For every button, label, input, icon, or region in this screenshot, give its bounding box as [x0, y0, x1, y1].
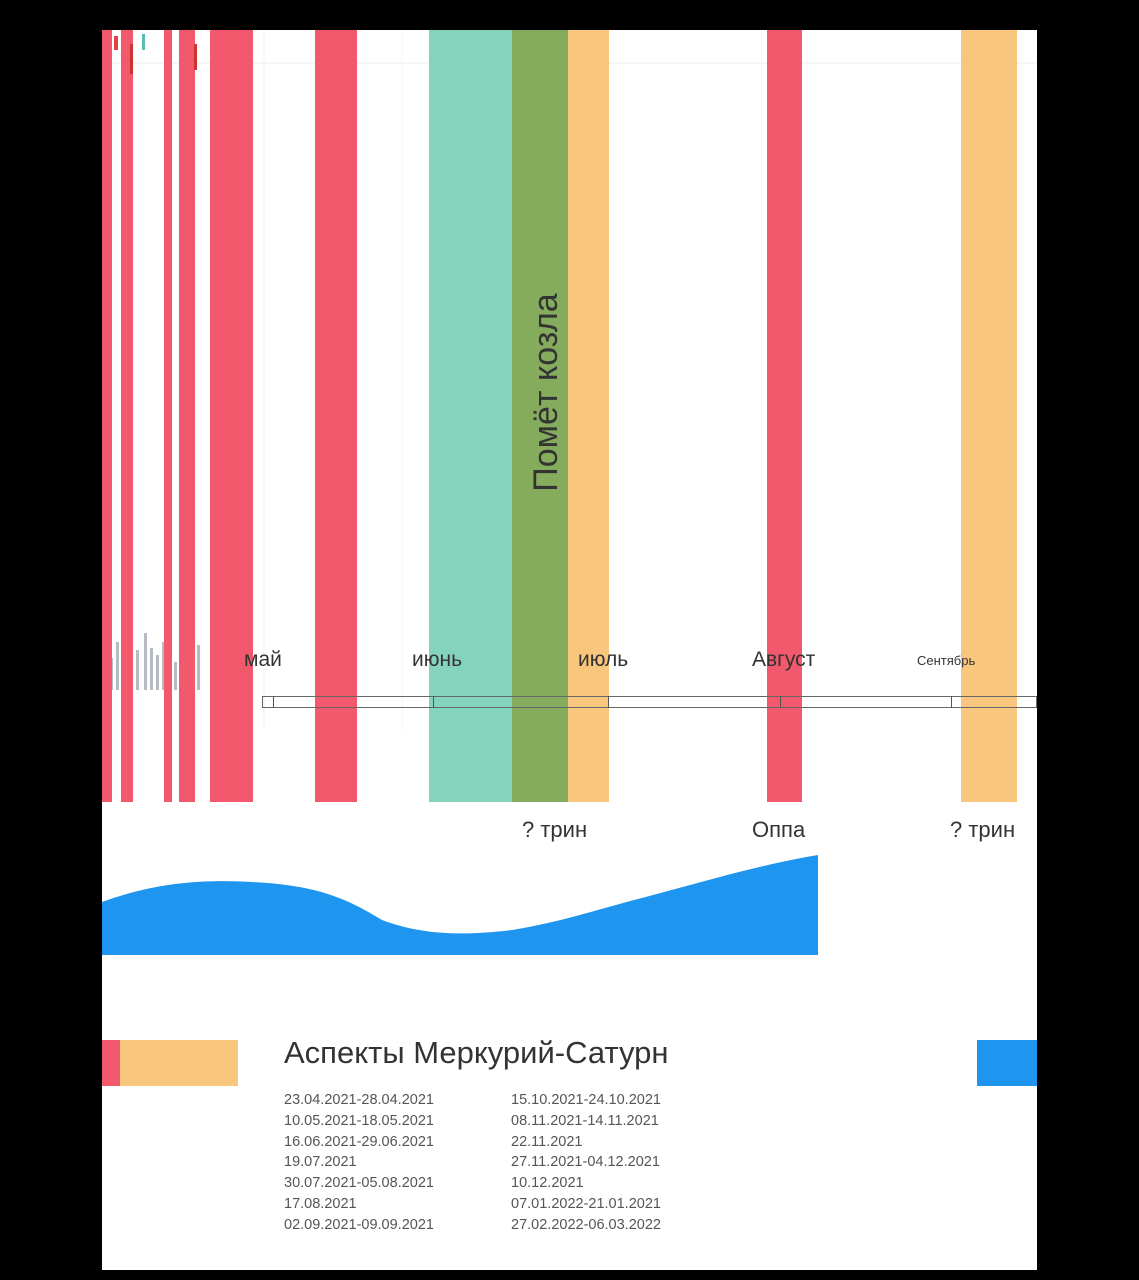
- annotation-trine-2: ? трин: [950, 817, 1016, 842]
- date-range: 22.11.2021: [511, 1133, 583, 1150]
- date-range: 27.11.2021-04.12.2021: [511, 1154, 660, 1171]
- date-range: 02.09.2021-09.09.2021: [284, 1216, 434, 1233]
- date-range: 17.08.2021: [284, 1195, 357, 1212]
- month-label-june: июнь: [412, 648, 463, 671]
- band-red-2: [121, 30, 133, 802]
- month-label-may: май: [244, 648, 282, 671]
- date-range: 23.04.2021-28.04.2021: [284, 1092, 434, 1108]
- legend-swatch-red: [102, 1040, 120, 1086]
- annotation-trine-1: ? трин: [522, 817, 588, 842]
- dates-column-right: 15.10.2021-24.10.2021 08.11.2021-14.11.2…: [511, 1090, 661, 1236]
- annotation-oppa: Оппа: [752, 817, 806, 842]
- chart-canvas: Помёт козла май июнь июль Август Сентябр…: [102, 30, 1037, 1270]
- green-band-label: Помёт козла: [527, 293, 565, 492]
- band-orange-2: [961, 30, 1017, 802]
- band-red-1: [102, 30, 112, 802]
- date-range: 15.10.2021-24.10.2021: [511, 1092, 661, 1108]
- band-red-5: [210, 30, 253, 802]
- legend-swatch-orange: [120, 1040, 238, 1086]
- date-range: 30.07.2021-05.08.2021: [284, 1175, 434, 1192]
- band-red-3: [164, 30, 172, 802]
- date-range: 07.01.2022-21.01.2021: [511, 1195, 661, 1212]
- month-label-july: июль: [578, 648, 629, 671]
- month-label-august: Август: [752, 648, 816, 671]
- blue-wave-area: [102, 855, 818, 955]
- date-range: 08.11.2021-14.11.2021: [511, 1112, 659, 1129]
- legend-title: Аспекты Меркурий-Сатурн: [284, 1035, 669, 1070]
- band-orange-1: [568, 30, 609, 802]
- band-green: [512, 30, 568, 802]
- timeline-scale: [262, 696, 1037, 708]
- dates-column-left: 23.04.2021-28.04.2021 10.05.2021-18.05.2…: [284, 1090, 434, 1236]
- candlestick-fragments: [114, 34, 197, 74]
- date-range: 16.06.2021-29.06.2021: [284, 1133, 434, 1150]
- month-label-september: Сентябрь: [917, 653, 976, 668]
- band-red-6: [315, 30, 357, 802]
- band-red-7: [767, 30, 802, 802]
- band-red-4: [179, 30, 195, 802]
- date-range: 10.12.2021: [511, 1175, 584, 1192]
- legend-swatch-blue: [977, 1040, 1037, 1086]
- band-teal: [429, 30, 512, 802]
- date-range: 27.02.2022-06.03.2022: [511, 1216, 661, 1233]
- date-range: 19.07.2021: [284, 1154, 357, 1171]
- date-range: 10.05.2021-18.05.2021: [284, 1112, 434, 1129]
